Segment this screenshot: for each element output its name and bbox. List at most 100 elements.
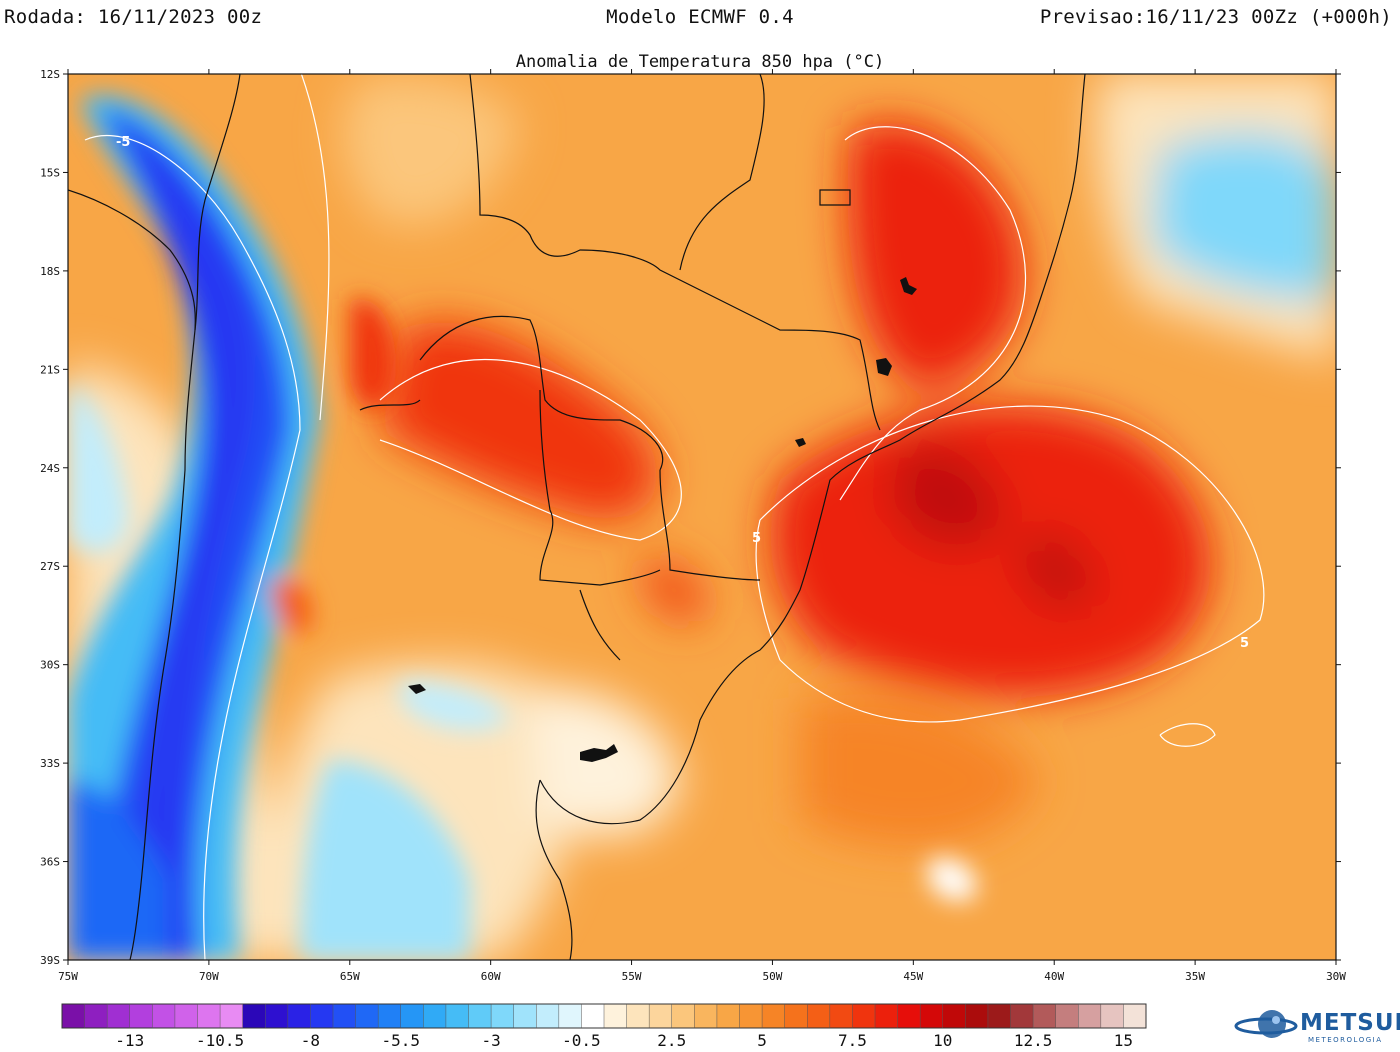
colorbar-swatch — [626, 1004, 650, 1028]
colorbar-label: 7.5 — [838, 1031, 867, 1050]
colorbar-swatch — [1010, 1004, 1034, 1028]
lon-label: 55W — [622, 970, 642, 983]
metsul-logo-icon — [1234, 1010, 1298, 1038]
colorbar-swatch — [536, 1004, 560, 1028]
run-date: Rodada: 16/11/2023 00z — [4, 6, 263, 28]
colorbar-swatch — [942, 1004, 966, 1028]
lakes — [408, 277, 917, 762]
lon-label: 60W — [481, 970, 501, 983]
colorbar-swatch — [1100, 1004, 1124, 1028]
colorbar — [61, 1003, 1147, 1029]
colorbar-swatch — [84, 1004, 108, 1028]
lon-label: 35W — [1185, 970, 1205, 983]
colorbar-label: 12.5 — [1014, 1031, 1053, 1050]
colorbar-swatch — [739, 1004, 763, 1028]
colorbar-swatch — [694, 1004, 718, 1028]
colorbar-swatch — [513, 1004, 537, 1028]
colorbar-label: 2.5 — [657, 1031, 686, 1050]
contour-label-5a: 5 — [752, 531, 761, 546]
lon-label: 75W — [58, 970, 78, 983]
forecast-time: Previsao:16/11/23 00Zz (+000h) — [1039, 6, 1392, 28]
colorbar-swatch — [107, 1004, 131, 1028]
lat-label: 15S — [40, 166, 60, 179]
colorbar-label: 10 — [933, 1031, 952, 1050]
contour-label-5b: 5 — [1240, 636, 1249, 651]
colorbar-labels: -13 -10.5 -8 -5.5 -3 -0.5 2.5 5 7.5 10 12.5 15 — [115, 1031, 1133, 1050]
lon-label: 70W — [199, 970, 219, 983]
colorbar-label: -13 — [115, 1031, 144, 1050]
colorbar-swatch — [333, 1004, 356, 1028]
colorbar-swatch — [468, 1004, 492, 1028]
colorbar-swatch — [242, 1004, 266, 1028]
latitude-labels: 12S 15S 18S 21S 24S 27S 30S 33S 36S 39S — [40, 68, 60, 967]
colorbar-label: -5.5 — [381, 1031, 420, 1050]
colorbar-swatch — [1123, 1004, 1147, 1028]
colorbar-swatch — [310, 1004, 334, 1028]
colorbar-swatch — [378, 1004, 402, 1028]
map-title: Anomalia de Temperatura 850 hpa (°C) — [515, 52, 885, 72]
lon-label: 45W — [903, 970, 923, 983]
lat-label: 30S — [40, 659, 60, 672]
colorbar-swatch — [445, 1004, 469, 1028]
colorbar-swatch — [129, 1004, 153, 1028]
colorbar-swatch — [762, 1004, 786, 1028]
colorbar-swatch — [265, 1004, 289, 1028]
colorbar-swatch — [716, 1004, 740, 1028]
colorbar-swatch — [423, 1004, 447, 1028]
colorbar-swatch — [558, 1004, 582, 1028]
colorbar-swatch — [852, 1004, 876, 1028]
longitude-labels: 75W 70W 65W 60W 55W 50W 45W 40W 35W 30W — [58, 970, 1346, 983]
colorbar-swatch — [965, 1004, 989, 1028]
logo-subtext: METEOROLOGIA — [1308, 1036, 1383, 1044]
lat-label: 12S — [40, 68, 60, 81]
colorbar-label: 15 — [1114, 1031, 1133, 1050]
colorbar-swatch — [220, 1004, 244, 1028]
colorbar-swatch — [174, 1004, 198, 1028]
colorbar-swatch — [152, 1004, 176, 1028]
colorbar-swatch — [875, 1004, 898, 1028]
colorbar-swatch — [197, 1004, 221, 1028]
anomaly-field: -5 5 5 — [68, 74, 1336, 960]
model-name: Modelo ECMWF 0.4 — [606, 6, 794, 28]
colorbar-label: -0.5 — [562, 1031, 601, 1050]
lat-label: 27S — [40, 560, 60, 573]
axis-ticks — [63, 69, 1341, 965]
lon-label: 50W — [763, 970, 783, 983]
lat-label: 18S — [40, 265, 60, 278]
lat-label: 36S — [40, 856, 60, 869]
colorbar-swatch — [649, 1004, 673, 1028]
colorbar-swatch — [62, 1004, 85, 1028]
colorbar-label: -10.5 — [196, 1031, 244, 1050]
lat-label: 21S — [40, 363, 60, 376]
contour-lines — [84, 74, 1265, 960]
lon-label: 30W — [1326, 970, 1346, 983]
lon-label: 65W — [340, 970, 360, 983]
colorbar-label: -8 — [301, 1031, 320, 1050]
lat-label: 24S — [40, 462, 60, 475]
colorbar-label: -3 — [481, 1031, 500, 1050]
colorbar-swatch — [807, 1004, 831, 1028]
colorbar-swatch — [671, 1004, 695, 1028]
colorbar-swatch — [920, 1004, 944, 1028]
colorbar-swatch — [1078, 1004, 1102, 1028]
colorbar-swatch — [400, 1004, 424, 1028]
colorbar-swatch — [1033, 1004, 1057, 1028]
colorbar-swatch — [829, 1004, 853, 1028]
colorbar-swatch — [581, 1004, 605, 1028]
colorbar-label: 5 — [757, 1031, 767, 1050]
colorbar-swatch — [897, 1004, 921, 1028]
lat-label: 39S — [40, 954, 60, 967]
colorbar-swatch — [604, 1004, 627, 1028]
colorbar-swatch — [287, 1004, 311, 1028]
lat-label: 33S — [40, 757, 60, 770]
country-borders — [68, 74, 1086, 960]
lon-label: 40W — [1044, 970, 1064, 983]
colorbar-swatch — [784, 1004, 808, 1028]
map-frame — [67, 73, 1337, 961]
colorbar-swatch — [1055, 1004, 1079, 1028]
logo-text: METSUL — [1300, 1010, 1400, 1036]
colorbar-swatch — [987, 1004, 1011, 1028]
colorbar-swatch — [491, 1004, 515, 1028]
contour-label-minus5: -5 — [116, 135, 130, 150]
